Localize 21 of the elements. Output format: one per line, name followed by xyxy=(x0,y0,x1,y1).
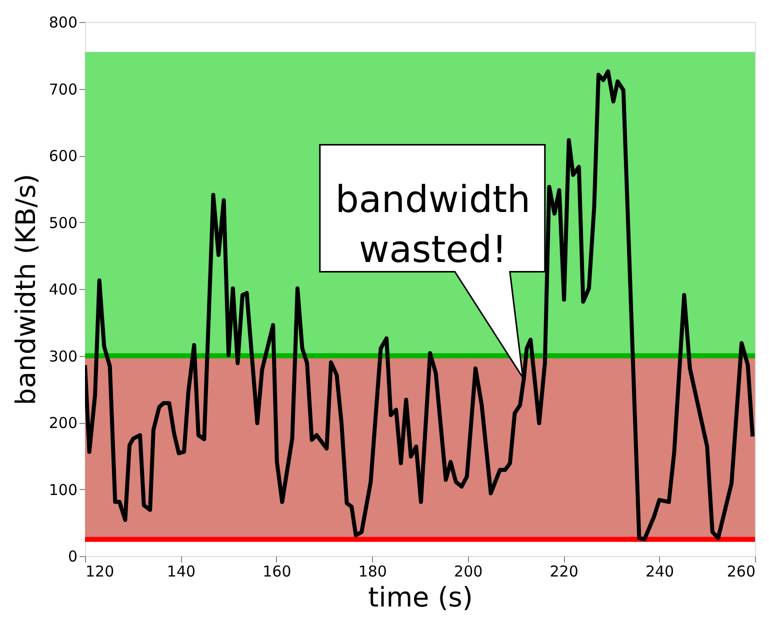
x-axis-title: time (s) xyxy=(368,582,473,614)
x-tick-label: 220 xyxy=(550,562,578,580)
y-tick-label: 100 xyxy=(48,480,78,499)
line-series xyxy=(85,69,755,542)
y-tick-label: 400 xyxy=(48,280,78,298)
y-tick-label: 500 xyxy=(48,214,78,232)
x-tick-label: 260 xyxy=(726,562,756,580)
x-tick-label: 180 xyxy=(358,562,387,580)
x-tick-label: 200 xyxy=(454,562,483,580)
y-tick-label: 300 xyxy=(48,347,78,366)
y-tick-label: 0 xyxy=(68,548,78,566)
y-tick-label: 600 xyxy=(48,147,78,165)
y-tick-label: 700 xyxy=(48,80,78,98)
annotation: bandwidth wasted! xyxy=(335,178,530,271)
x-tick-label: 140 xyxy=(166,562,196,580)
y-axis-title: bandwidth (KB/s) xyxy=(10,174,42,406)
x-tick-label: 160 xyxy=(262,562,292,580)
y-tick-label: 200 xyxy=(48,414,78,432)
y-tick-label: 800 xyxy=(48,14,78,32)
x-tick-label: 240 xyxy=(645,562,674,580)
x-tick-label: 120 xyxy=(86,562,114,580)
